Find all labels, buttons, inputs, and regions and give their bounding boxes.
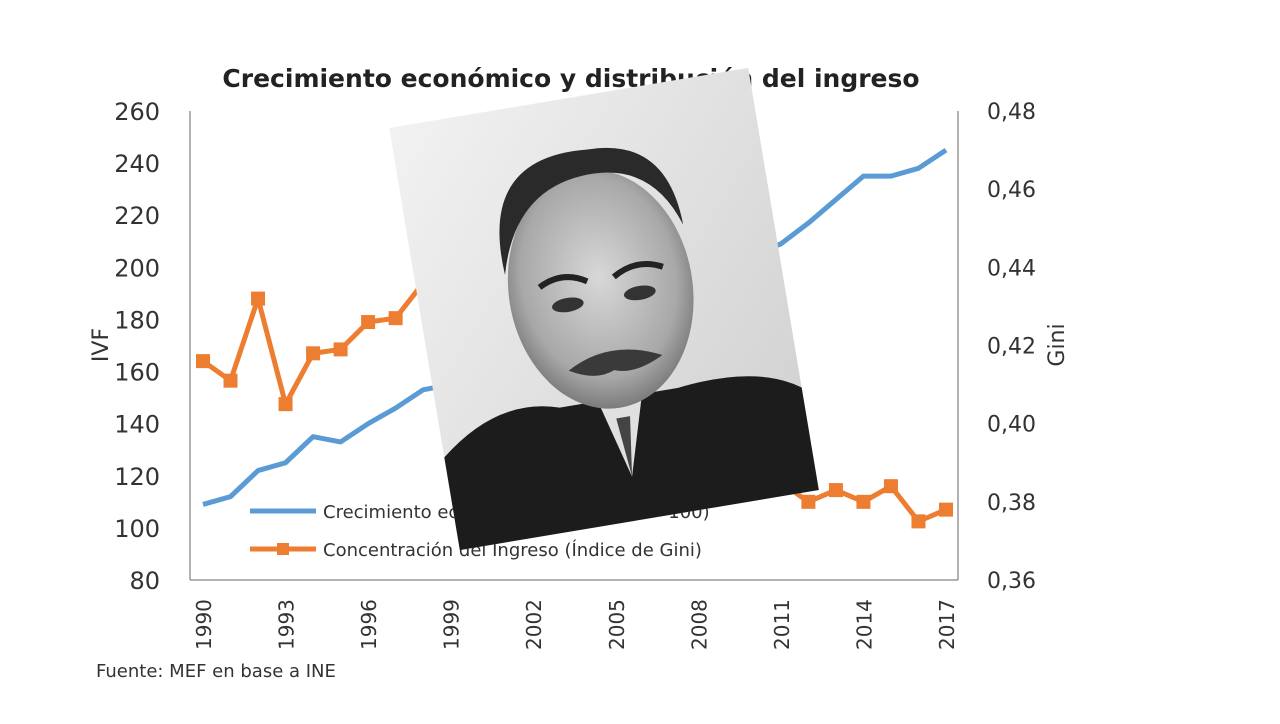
- y-tick-label: 100: [114, 515, 160, 543]
- source-note: Fuente: MEF en base a INE: [96, 661, 336, 682]
- y-tick-label: 160: [114, 359, 160, 387]
- chart-title: Crecimiento económico y distribución del…: [222, 64, 919, 93]
- y2-tick-label: 0,42: [987, 335, 1036, 360]
- data-point: [911, 514, 926, 529]
- y-tick-label: 140: [114, 411, 160, 439]
- legend-marker-gini: [277, 543, 289, 555]
- y-tick-label: 180: [114, 306, 160, 334]
- data-point: [883, 479, 898, 494]
- data-point: [278, 397, 293, 412]
- y2-tick-label: 0,38: [987, 491, 1036, 516]
- x-tick-label: 1996: [357, 599, 381, 650]
- y-tick-label: 220: [114, 202, 160, 230]
- x-tick-label: 2005: [605, 599, 629, 650]
- y-tick-label: 120: [114, 463, 160, 491]
- x-tick-label: 1990: [192, 599, 216, 650]
- y-tick-label: 200: [114, 254, 160, 282]
- data-point: [801, 494, 816, 509]
- data-point: [223, 373, 238, 388]
- y2-axis-label: Gini: [1045, 323, 1070, 366]
- y2-tick-label: 0,44: [987, 256, 1036, 281]
- data-point: [251, 291, 266, 306]
- y-tick-label: 240: [114, 150, 160, 178]
- data-point: [828, 483, 843, 498]
- y2-tick-label: 0,46: [987, 178, 1036, 203]
- legend-label-gini: Concentración del Ingreso (Índice de Gin…: [323, 539, 702, 561]
- data-point: [306, 346, 321, 361]
- data-point: [196, 354, 210, 369]
- y2-tick-label: 0,48: [987, 100, 1036, 125]
- x-tick-label: 2017: [935, 599, 959, 650]
- y-axis-label: IVF: [89, 328, 114, 362]
- data-point: [388, 311, 403, 326]
- data-point: [333, 342, 348, 357]
- y-tick-label: 80: [129, 567, 160, 595]
- y2-tick-label: 0,40: [987, 413, 1036, 438]
- x-tick-label: 1999: [440, 599, 464, 650]
- x-tick-label: 2008: [687, 599, 711, 650]
- portrait-photo: [389, 67, 819, 551]
- x-tick-label: 2002: [522, 599, 546, 650]
- x-tick-label: 2014: [852, 599, 876, 650]
- data-point: [361, 315, 376, 330]
- y-tick-label: 260: [114, 98, 160, 126]
- x-tick-label: 2011: [770, 599, 794, 650]
- x-tick-label: 1993: [275, 599, 299, 650]
- axes: [189, 111, 959, 581]
- data-point: [856, 494, 871, 509]
- y2-tick-label: 0,36: [987, 569, 1036, 594]
- data-point: [939, 502, 953, 517]
